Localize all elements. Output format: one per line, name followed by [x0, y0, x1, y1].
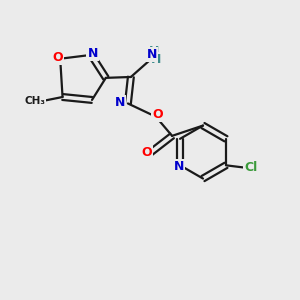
- Text: H: H: [148, 45, 159, 58]
- Text: H: H: [151, 53, 162, 66]
- Text: N: N: [147, 48, 157, 61]
- Text: N: N: [115, 96, 125, 110]
- Text: CH₃: CH₃: [24, 96, 45, 106]
- Text: O: O: [152, 108, 163, 121]
- Text: O: O: [142, 146, 152, 159]
- Text: N: N: [87, 47, 98, 60]
- Text: O: O: [52, 51, 63, 64]
- Text: N: N: [173, 160, 184, 173]
- Text: Cl: Cl: [244, 161, 258, 174]
